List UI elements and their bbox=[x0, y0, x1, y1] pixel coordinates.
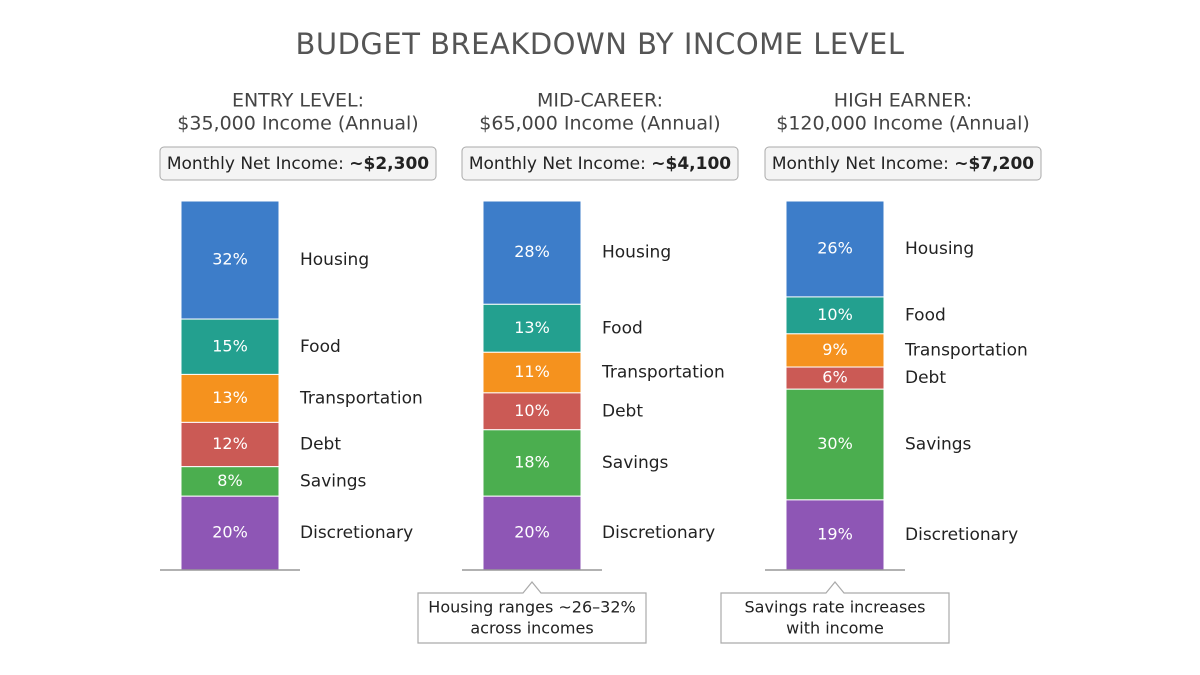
bar-segment bbox=[482, 392, 582, 431]
category-label: Housing bbox=[602, 243, 671, 263]
value-label: 10% bbox=[514, 401, 550, 420]
annotation-box bbox=[417, 581, 647, 644]
bar-segment bbox=[785, 333, 885, 368]
category-label: Transportation bbox=[904, 340, 1028, 360]
annotation-text: Housing ranges ~26–32% bbox=[428, 598, 635, 617]
value-label: 9% bbox=[822, 340, 847, 359]
value-label: 18% bbox=[514, 452, 550, 471]
category-label: Food bbox=[602, 318, 643, 338]
income-box bbox=[764, 146, 1042, 181]
bar-segment bbox=[482, 200, 582, 305]
value-label: 26% bbox=[817, 238, 853, 257]
category-label: Housing bbox=[905, 239, 974, 259]
category-label: Transportation bbox=[299, 388, 423, 408]
category-label: Transportation bbox=[601, 363, 725, 383]
category-label: Food bbox=[300, 337, 341, 357]
annotation-text: across incomes bbox=[470, 619, 593, 638]
value-label: 10% bbox=[817, 305, 853, 324]
category-label: Savings bbox=[602, 453, 669, 473]
income-label: Monthly Net Income: bbox=[469, 154, 646, 174]
value-label: 13% bbox=[514, 318, 550, 337]
value-label: 11% bbox=[514, 362, 550, 381]
bar-segment bbox=[180, 373, 280, 423]
income-note: Monthly Net Income: ~$7,200 bbox=[772, 154, 1034, 174]
category-label: Debt bbox=[300, 435, 341, 455]
panel-subtitle: $65,000 Income (Annual) bbox=[479, 113, 720, 135]
value-label: 6% bbox=[822, 368, 847, 387]
value-label: 13% bbox=[212, 388, 248, 407]
income-value: ~$4,100 bbox=[651, 154, 731, 174]
income-label: Monthly Net Income: bbox=[772, 154, 949, 174]
bar-segment bbox=[180, 318, 280, 375]
category-label: Savings bbox=[905, 435, 972, 455]
value-label: 20% bbox=[514, 523, 550, 542]
bar-segment bbox=[180, 200, 280, 320]
category-label: Food bbox=[905, 305, 946, 325]
income-value: ~$7,200 bbox=[954, 154, 1034, 174]
income-note: Monthly Net Income: ~$2,300 bbox=[167, 154, 429, 174]
value-label: 8% bbox=[217, 471, 242, 490]
income-note: Monthly Net Income: ~$4,100 bbox=[469, 154, 731, 174]
panel-subtitle: $120,000 Income (Annual) bbox=[776, 113, 1030, 135]
category-label: Savings bbox=[300, 471, 367, 491]
income-box bbox=[461, 146, 739, 181]
category-label: Debt bbox=[905, 368, 946, 388]
value-label: 12% bbox=[212, 434, 248, 453]
value-label: 30% bbox=[817, 434, 853, 453]
panel-title: ENTRY LEVEL: bbox=[232, 90, 364, 112]
bar-segment bbox=[785, 200, 885, 298]
value-label: 15% bbox=[212, 336, 248, 355]
value-label: 19% bbox=[817, 524, 853, 543]
income-label: Monthly Net Income: bbox=[167, 154, 344, 174]
value-label: 32% bbox=[212, 250, 248, 269]
bar-segment bbox=[785, 499, 885, 571]
annotation-text: with income bbox=[786, 619, 884, 638]
category-label: Discretionary bbox=[300, 523, 413, 543]
bar-segment bbox=[785, 388, 885, 501]
bar-segment bbox=[785, 296, 885, 335]
bar-segment bbox=[482, 429, 582, 497]
bar-segment bbox=[482, 303, 582, 353]
annotation-text: Savings rate increases bbox=[745, 598, 926, 617]
income-value: ~$2,300 bbox=[349, 154, 429, 174]
panel-title: MID-CAREER: bbox=[537, 90, 663, 112]
category-label: Discretionary bbox=[905, 525, 1018, 545]
bar-segment bbox=[482, 495, 582, 571]
category-label: Debt bbox=[602, 401, 643, 421]
panel-subtitle: $35,000 Income (Annual) bbox=[177, 113, 418, 135]
income-box bbox=[159, 146, 437, 181]
chart-title: BUDGET BREAKDOWN BY INCOME LEVEL bbox=[295, 27, 904, 61]
value-label: 20% bbox=[212, 523, 248, 542]
category-label: Housing bbox=[300, 250, 369, 270]
panel-title: HIGH EARNER: bbox=[834, 90, 972, 112]
value-label: 28% bbox=[514, 242, 550, 261]
annotation-box bbox=[720, 581, 950, 644]
category-label: Discretionary bbox=[602, 523, 715, 543]
